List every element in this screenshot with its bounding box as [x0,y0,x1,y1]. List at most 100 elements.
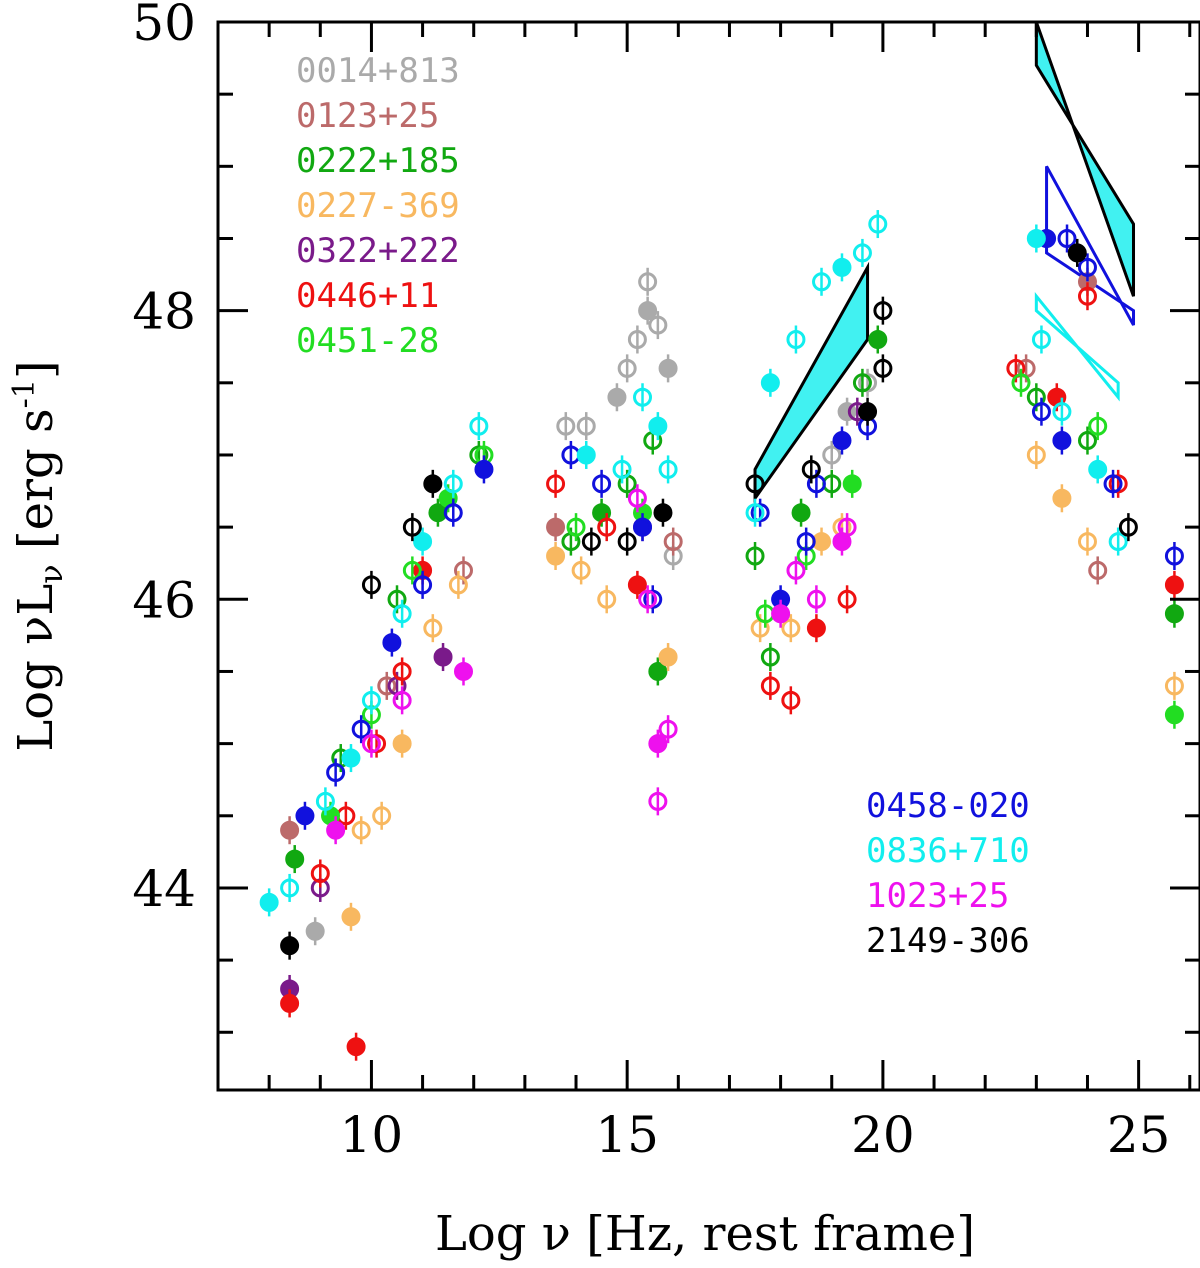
data-point [443,474,463,494]
plot-frame [216,20,1200,1092]
data-point [315,791,335,811]
data-point [781,618,801,638]
data-point [469,416,489,436]
data-point [546,474,566,494]
data-point [832,431,852,451]
data-point [382,633,402,653]
data-point [873,358,893,378]
data-point [280,993,300,1013]
data-point [796,532,816,552]
data-point [597,589,617,609]
data-point [428,503,448,523]
data-point [612,459,632,479]
data-point [791,503,811,523]
data-point [454,661,473,681]
bowtie-2 [1034,291,1120,402]
data-points [259,210,1184,1061]
plot-area [259,21,1184,1061]
series-0227-369 [341,440,1184,931]
data-point [351,820,371,840]
data-point [392,734,412,754]
data-point [295,806,315,826]
data-point [658,647,678,667]
data-point [566,517,586,537]
data-point [1057,228,1077,248]
y-tick-label: 48 [132,283,196,341]
data-point [413,532,433,552]
data-point [326,762,346,782]
x-tick-label: 20 [851,1106,915,1164]
bowtie-1 [1045,165,1136,326]
legend-bottom-right: 0458-020 0836+710 1023+25 2149-306 [866,786,1030,961]
data-point [822,445,842,465]
data-point [448,575,468,595]
data-point [873,301,893,321]
data-point [852,243,872,263]
data-point [1067,243,1087,263]
data-point [1052,431,1072,451]
data-point [372,806,392,826]
y-tick-label: 44 [132,860,196,918]
data-point [546,546,566,566]
legend-entry: 2149-306 [866,921,1030,961]
data-point [638,301,658,321]
data-point [648,791,668,811]
data-point [653,503,673,523]
data-point [760,647,780,667]
data-point [474,459,494,479]
data-point [786,330,806,350]
data-point [581,532,601,552]
data-point [423,474,443,494]
legend-entry: 0227-369 [296,186,460,226]
data-point [832,257,852,277]
data-point [633,387,653,407]
data-point [868,330,888,350]
legend-entry: 0446+11 [296,276,439,316]
data-point [781,690,801,710]
bowtie-0 [1034,21,1136,297]
data-point [617,532,637,552]
legend-entry: 0123+25 [296,96,439,136]
data-point [852,373,872,393]
data-point [392,690,412,710]
legend-entry: 0836+710 [866,831,1030,871]
y-axis-label-unit: [erg s [8,408,64,549]
legend-entry: 0222+185 [296,141,460,181]
series-0836+710 [259,210,1128,917]
x-axis-ticks: 10 15 20 25 [267,22,1192,1164]
data-point [556,416,576,436]
x-axis-label: Log ν [Hz, rest frame] [435,1206,975,1262]
data-point [842,474,862,494]
data-point [627,488,647,508]
data-point [1026,228,1046,248]
data-point [351,719,371,739]
data-point [663,532,683,552]
data-point [402,517,422,537]
data-point [607,387,627,407]
svg-text:Log νLν [erg s-1]: Log νLν [erg s-1] [7,360,70,751]
data-point [1088,416,1108,436]
data-point [806,589,826,609]
y-axis-label-main: Log νL [8,584,64,752]
legend-top-left: 0014+813 0123+25 0222+185 0227-369 0322+222 0… [296,51,460,361]
data-point [771,604,791,624]
series-0014+813 [305,267,878,946]
data-point [280,820,300,840]
data-point [392,604,412,624]
data-point [392,661,412,681]
data-point [617,358,637,378]
data-point [658,358,678,378]
data-point [1052,402,1072,422]
data-point [1164,546,1184,566]
data-point [837,517,857,537]
data-point [1011,373,1031,393]
data-point [571,560,591,580]
x-tick-label: 25 [1107,1106,1171,1164]
x-tick-label: 10 [340,1106,404,1164]
y-tick-label: 46 [132,571,196,629]
series-2149-306 [280,238,1138,960]
data-point [576,445,596,465]
data-point [1052,488,1072,508]
data-point [812,272,832,292]
